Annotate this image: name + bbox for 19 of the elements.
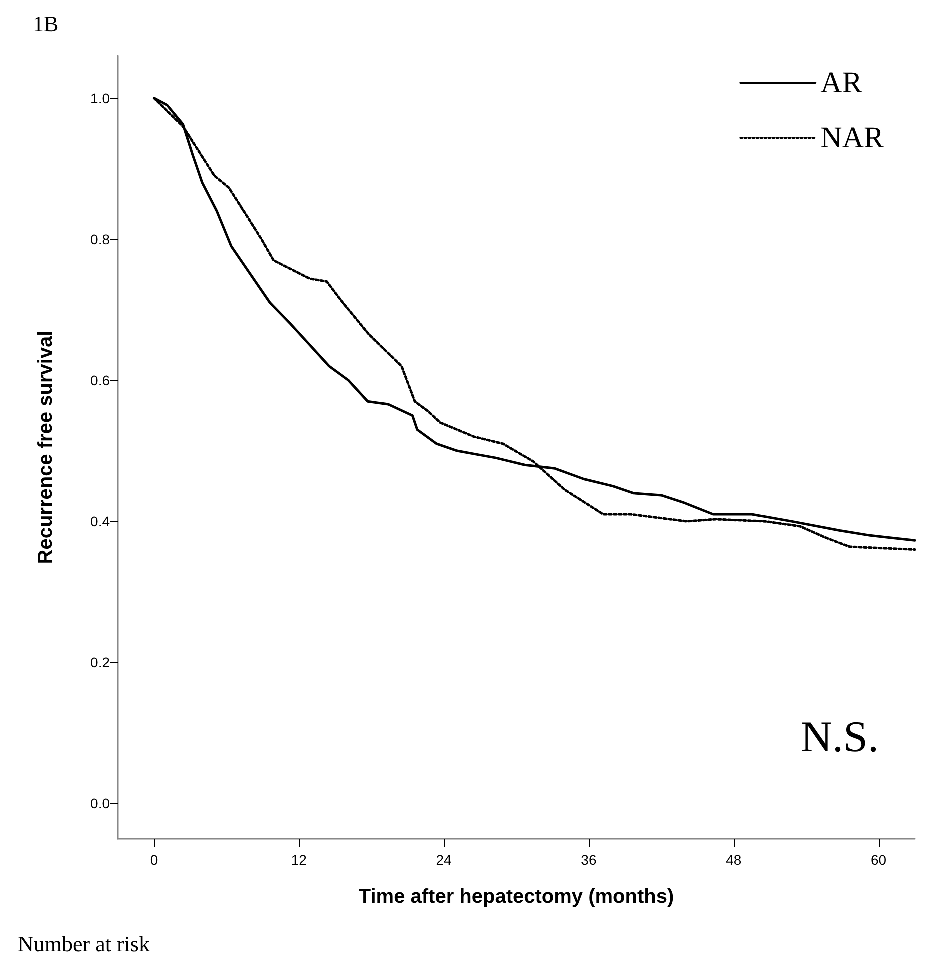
annotation: N.S. xyxy=(800,712,880,762)
y-axis-title: Recurrence free survival xyxy=(35,330,57,564)
y-tick-label: 1.0 xyxy=(90,90,110,106)
x-tick-label: 0 xyxy=(150,852,158,868)
y-tick-label: 0.4 xyxy=(90,514,110,530)
x-tick-label: 24 xyxy=(436,852,452,868)
legend-label: NAR xyxy=(820,122,884,154)
y-tick-label: 0.6 xyxy=(90,372,110,388)
y-tick-label: 0.2 xyxy=(90,654,110,671)
x-tick-label: 36 xyxy=(581,852,597,868)
text: Number at risk xyxy=(18,932,150,956)
x-tick-label: 12 xyxy=(291,852,308,868)
x-tick-label: 60 xyxy=(870,852,887,868)
x-tick-label: 48 xyxy=(726,852,742,868)
legend-label: AR xyxy=(820,66,862,100)
chart-title: 1B xyxy=(33,12,59,36)
y-tick-label: 0.0 xyxy=(90,796,110,812)
y-tick-label: 0.8 xyxy=(90,231,110,248)
x-axis-title: Time after hepatectomy (months) xyxy=(358,886,674,908)
